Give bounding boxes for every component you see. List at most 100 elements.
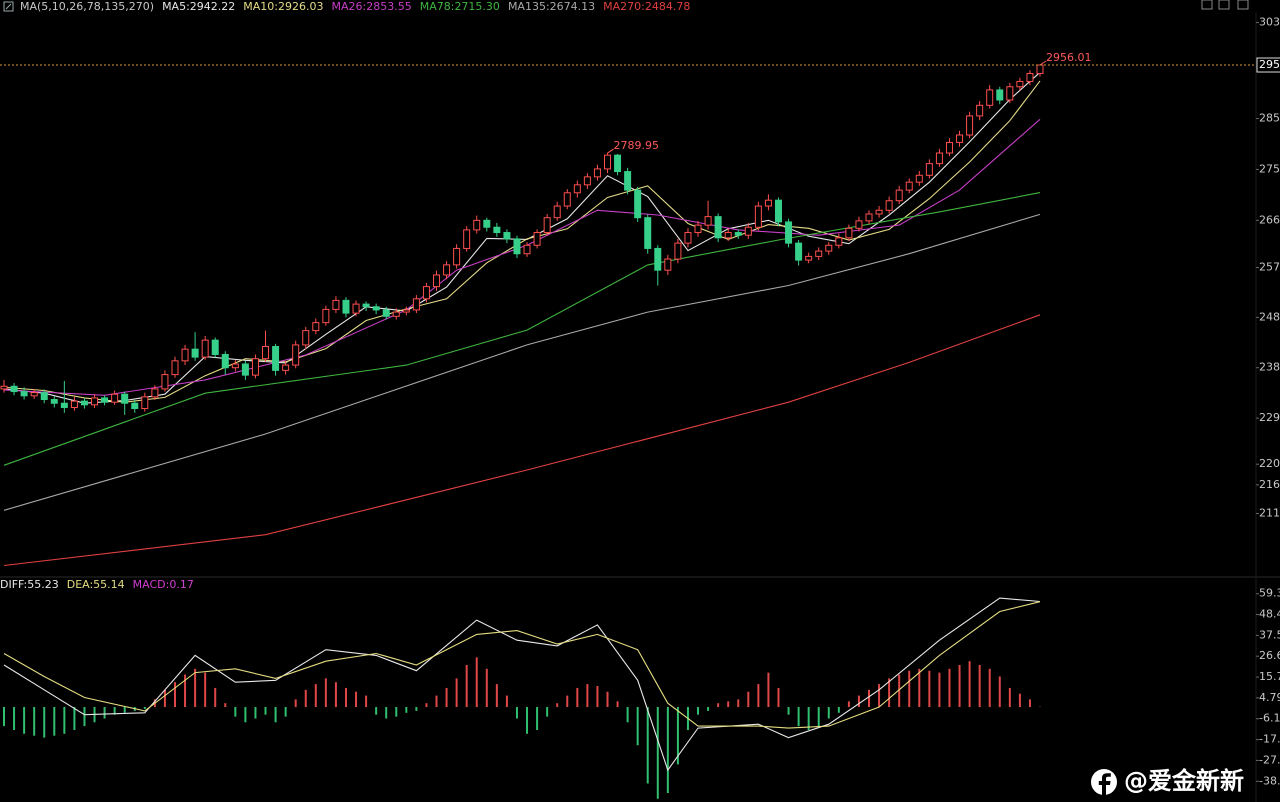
y-tick-label: 48.4 [1259,608,1280,621]
candle-body [835,237,843,246]
y-tick-label: 2663 [1259,213,1280,226]
candle-body [60,402,68,408]
candle-body [503,232,511,240]
candle-body [815,250,823,257]
candle-body [362,303,370,308]
y-tick-label: 2574 [1259,261,1280,274]
candle-body [805,255,813,261]
candle-body [70,400,78,408]
candle-body [875,209,883,215]
candle-body [282,364,290,371]
candle-body [0,385,8,390]
candle-body [352,303,360,314]
candle-body [50,399,58,404]
candle-body [966,115,974,136]
candle-body [392,311,400,317]
candle-body [593,168,601,178]
macd-line [3,597,1041,772]
peak-label: 2956.01 [1046,51,1092,64]
candle-body [885,200,893,211]
legend-entry: MA270:2484.78 [603,0,690,13]
candle-body [251,358,259,376]
candle-body [583,176,591,186]
ma-line [3,80,1041,403]
candle-body [976,104,984,117]
candle-body [402,309,410,313]
candle-body [312,322,320,332]
candle-body [764,199,772,207]
candle-body [553,205,561,219]
candle-body [945,141,953,154]
window-buttons [1201,0,1249,10]
y-tick-label: 2480 [1259,310,1280,323]
candle-body [905,181,913,191]
candle-body [10,385,18,393]
candle-body [563,192,571,207]
window-button[interactable] [1237,0,1249,10]
candle-body [493,226,501,234]
current-price-label: 2956 [1259,58,1280,71]
candle-body [382,309,390,317]
candle-body [433,274,441,288]
candle-body [141,396,149,410]
y-tick-label: -38.85 [1259,774,1280,787]
candle-body [453,247,461,266]
candle-body [996,89,1004,101]
candle-body [91,397,99,406]
y-tick-label: 2385 [1259,361,1280,374]
candle-body [443,264,451,276]
candle-body [483,219,491,228]
candle-body [533,232,541,246]
candle-body [603,154,611,170]
y-tick-label: 59.3 [1259,587,1280,600]
candle-body [272,346,280,371]
window-button[interactable] [1201,0,1213,10]
watermark: @爱金新新 [1124,767,1244,795]
peak-label: 2789.95 [613,139,659,152]
candle-body [422,286,430,300]
candle-body [986,89,994,106]
current-price-box [1256,57,1280,73]
indicator-icon[interactable] [3,1,14,12]
candle-body [342,299,350,314]
candle-body [644,217,652,249]
candle-body [211,339,219,355]
y-tick-label: 3036 [1259,16,1280,29]
candle-body [262,346,270,360]
y-tick-label: 2110 [1259,507,1280,520]
y-tick-label: 2290 [1259,411,1280,424]
y-tick-label: -6.12 [1259,712,1280,725]
candle-body [121,393,129,404]
legend-entry: MACD:0.17 [133,578,194,591]
legend-entry: MA5:2942.22 [162,0,235,13]
candle-body [131,402,139,410]
candle-body [292,344,300,366]
candle-body [925,163,933,176]
peak-pointer [1039,60,1047,66]
candle-body [573,184,581,194]
ma-line [3,213,1041,511]
candle-body [191,348,199,358]
candle-body [664,258,672,271]
candle-body [915,174,923,183]
y-tick-label: 26.6 [1259,649,1280,662]
candle-body [101,397,109,403]
legend-entry: DIFF:55.23 [0,578,59,591]
candle-body [30,392,38,397]
y-tick-label: 2164 [1259,478,1280,491]
candle-body [734,232,742,236]
legend-entry: MA78:2715.30 [420,0,500,13]
candle-body [1026,72,1034,82]
legend-entry: MA135:2674.13 [508,0,595,13]
candle-body [302,330,310,346]
candle-body [20,391,28,397]
candle-body [201,339,209,358]
window-button[interactable] [1218,0,1230,10]
candle-body [714,216,722,239]
candle-body [895,189,903,202]
candle-body [845,227,853,239]
candle-body [473,219,481,231]
candle-body [543,217,551,234]
legend-entry: MA10:2926.03 [243,0,323,13]
